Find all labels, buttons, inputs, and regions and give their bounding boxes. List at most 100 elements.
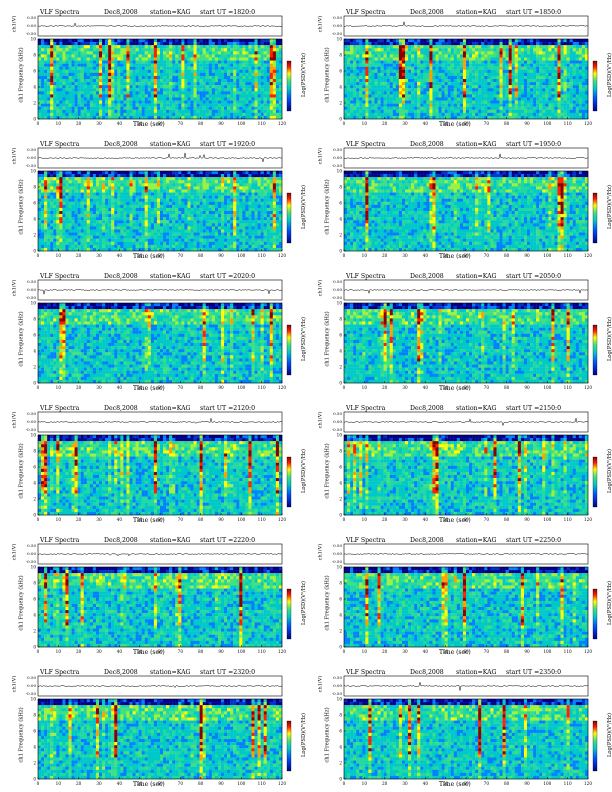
heatmap-cell [175, 115, 179, 120]
heatmap-cell [74, 75, 78, 80]
heatmap-cell [389, 66, 393, 70]
heatmap-cell [420, 91, 424, 95]
heatmap-cell [260, 69, 264, 73]
heatmap-cell [368, 72, 372, 77]
heatmap-cell [459, 60, 464, 64]
heatmap-cell [59, 226, 63, 230]
heatmap-cell [144, 103, 148, 107]
heatmap-cell [575, 109, 579, 113]
heatmap-cell [499, 112, 503, 117]
heatmap-cell [187, 88, 191, 92]
heatmap-cell [432, 94, 436, 98]
heatmap-cell [117, 69, 121, 73]
heatmap-cell [478, 85, 482, 89]
heatmap-cell [50, 189, 54, 193]
heatmap-cell [95, 207, 100, 212]
heatmap-cell [545, 63, 549, 67]
heatmap-cell [205, 45, 209, 49]
heatmap-cell [163, 103, 167, 107]
heatmap-cell [466, 85, 470, 89]
heatmap-cell [438, 112, 442, 117]
heatmap-cell [545, 82, 549, 86]
heatmap-cell [563, 103, 567, 107]
heatmap-cell [371, 60, 375, 64]
heatmap-cell [344, 54, 348, 58]
heatmap-cell [499, 60, 503, 64]
heatmap-cell [169, 66, 173, 70]
heatmap-cell [392, 66, 396, 70]
heatmap-cell [202, 100, 206, 104]
heatmap-cell [362, 45, 366, 49]
heatmap-cell [572, 109, 576, 113]
heatmap-cell [117, 39, 121, 43]
heatmap-cell [65, 42, 69, 46]
heatmap-cell [68, 177, 72, 181]
heatmap-cell [239, 42, 243, 46]
heatmap-cell [89, 109, 94, 113]
heatmap-cell [108, 72, 112, 77]
heatmap-cell [74, 217, 78, 221]
heatmap-cell [462, 91, 467, 95]
heatmap-cell [193, 97, 197, 101]
heatmap-cell [575, 60, 579, 64]
heatmap-cell [196, 57, 200, 61]
heatmap-cell [554, 109, 558, 113]
ch-tick-label: -0.50 [26, 163, 37, 168]
heatmap-cell [126, 54, 130, 58]
heatmap-cell [263, 100, 267, 104]
heatmap-cell [581, 39, 586, 43]
heatmap-cell [496, 57, 500, 61]
heatmap-cell [71, 51, 75, 55]
heatmap-cell [496, 54, 500, 58]
heatmap-cell [129, 45, 133, 49]
heatmap-cell [92, 241, 97, 245]
heatmap-cell [105, 100, 109, 104]
heatmap-cell [374, 51, 378, 55]
heatmap-cell [111, 72, 115, 77]
heatmap-cell [123, 198, 127, 202]
heatmap-cell [487, 75, 491, 80]
heatmap-cell [263, 103, 267, 107]
heatmap-cell [575, 66, 579, 70]
heatmap-cell [462, 94, 467, 98]
heatmap-cell [83, 186, 87, 190]
heatmap-cell [408, 45, 412, 49]
heatmap-cell [248, 79, 252, 83]
heatmap-cell [502, 60, 506, 64]
heatmap-cell [62, 63, 66, 67]
heatmap-cell [144, 112, 148, 117]
heatmap-cell [65, 195, 69, 199]
heatmap-cell [581, 51, 586, 55]
heatmap-cell [68, 54, 72, 58]
heatmap-cell [41, 106, 45, 110]
heatmap-cell [74, 174, 78, 178]
heatmap-cell [172, 45, 176, 49]
heatmap-cell [62, 45, 66, 49]
heatmap-cell [401, 63, 406, 67]
heatmap-cell [429, 66, 433, 70]
heatmap-cell [71, 39, 75, 43]
heatmap-cell [365, 42, 369, 46]
heatmap-cell [208, 100, 212, 104]
heatmap-cell [184, 100, 188, 104]
heatmap-cell [147, 66, 151, 70]
heatmap-cell [453, 48, 457, 52]
heatmap-cell [239, 112, 243, 117]
heatmap-cell [95, 226, 100, 230]
heatmap-cell [120, 100, 124, 104]
heatmap-cell [444, 75, 448, 80]
heatmap-cell [47, 189, 51, 193]
heatmap-cell [44, 69, 48, 73]
heatmap-cell [217, 69, 222, 73]
heatmap-cell [575, 100, 579, 104]
heatmap-cell [447, 42, 451, 46]
heatmap-cell [227, 57, 231, 61]
heatmap-cell [77, 201, 81, 205]
heatmap-cell [175, 42, 179, 46]
heatmap-cell [77, 39, 81, 43]
heatmap-cell [205, 63, 209, 67]
heatmap-cell [89, 223, 94, 227]
heatmap-cell [254, 45, 258, 49]
heatmap-cell [50, 112, 54, 117]
heatmap-cell [59, 63, 63, 67]
